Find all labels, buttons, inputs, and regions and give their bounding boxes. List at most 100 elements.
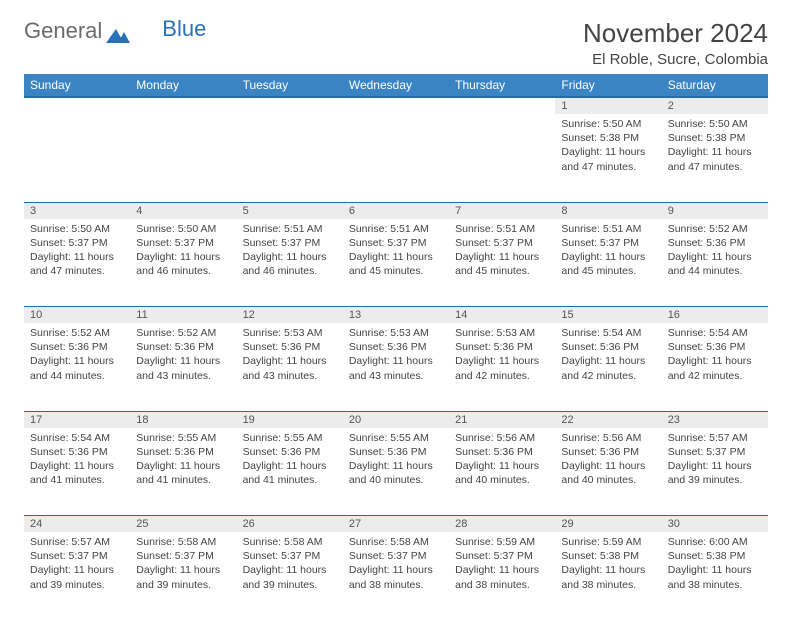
- day-number: 30: [662, 516, 768, 533]
- day-cell: Sunrise: 5:59 AMSunset: 5:38 PMDaylight:…: [555, 532, 661, 620]
- day-cell: Sunrise: 5:52 AMSunset: 5:36 PMDaylight:…: [662, 219, 768, 307]
- day-cell: Sunrise: 5:53 AMSunset: 5:36 PMDaylight:…: [343, 323, 449, 411]
- logo-triangle-icon: [106, 23, 130, 39]
- day-detail: Sunrise: 5:52 AMSunset: 5:36 PMDaylight:…: [662, 219, 768, 283]
- day-header: Saturday: [662, 74, 768, 97]
- day-number: 10: [24, 307, 130, 324]
- day-detail: Sunrise: 5:58 AMSunset: 5:37 PMDaylight:…: [343, 532, 449, 596]
- day-detail: Sunrise: 5:55 AMSunset: 5:36 PMDaylight:…: [130, 428, 236, 492]
- day-cell: [343, 114, 449, 202]
- day-detail-row: Sunrise: 5:57 AMSunset: 5:37 PMDaylight:…: [24, 532, 768, 620]
- day-number: 1: [555, 97, 661, 114]
- day-detail: Sunrise: 5:53 AMSunset: 5:36 PMDaylight:…: [343, 323, 449, 387]
- day-detail-row: Sunrise: 5:50 AMSunset: 5:38 PMDaylight:…: [24, 114, 768, 202]
- day-detail-row: Sunrise: 5:52 AMSunset: 5:36 PMDaylight:…: [24, 323, 768, 411]
- day-number: [449, 97, 555, 114]
- day-number: 28: [449, 516, 555, 533]
- day-detail: Sunrise: 5:55 AMSunset: 5:36 PMDaylight:…: [237, 428, 343, 492]
- day-cell: Sunrise: 5:55 AMSunset: 5:36 PMDaylight:…: [130, 428, 236, 516]
- day-number-row: 12: [24, 97, 768, 114]
- day-number: 6: [343, 202, 449, 219]
- day-header: Monday: [130, 74, 236, 97]
- day-cell: Sunrise: 5:51 AMSunset: 5:37 PMDaylight:…: [237, 219, 343, 307]
- month-title: November 2024: [583, 18, 768, 49]
- day-cell: Sunrise: 5:51 AMSunset: 5:37 PMDaylight:…: [449, 219, 555, 307]
- day-detail: Sunrise: 6:00 AMSunset: 5:38 PMDaylight:…: [662, 532, 768, 596]
- day-detail: Sunrise: 5:54 AMSunset: 5:36 PMDaylight:…: [555, 323, 661, 387]
- day-cell: Sunrise: 5:56 AMSunset: 5:36 PMDaylight:…: [555, 428, 661, 516]
- day-detail: Sunrise: 5:50 AMSunset: 5:38 PMDaylight:…: [662, 114, 768, 178]
- day-number: 20: [343, 411, 449, 428]
- day-number: 29: [555, 516, 661, 533]
- day-cell: Sunrise: 5:56 AMSunset: 5:36 PMDaylight:…: [449, 428, 555, 516]
- day-cell: [449, 114, 555, 202]
- day-cell: Sunrise: 5:55 AMSunset: 5:36 PMDaylight:…: [237, 428, 343, 516]
- day-cell: Sunrise: 5:52 AMSunset: 5:36 PMDaylight:…: [24, 323, 130, 411]
- day-detail: Sunrise: 5:52 AMSunset: 5:36 PMDaylight:…: [24, 323, 130, 387]
- day-number: 27: [343, 516, 449, 533]
- logo: General Blue: [24, 18, 206, 44]
- day-cell: Sunrise: 6:00 AMSunset: 5:38 PMDaylight:…: [662, 532, 768, 620]
- day-detail: Sunrise: 5:58 AMSunset: 5:37 PMDaylight:…: [237, 532, 343, 596]
- day-cell: Sunrise: 5:58 AMSunset: 5:37 PMDaylight:…: [343, 532, 449, 620]
- day-number: 21: [449, 411, 555, 428]
- day-number: 18: [130, 411, 236, 428]
- header: General Blue November 2024 El Roble, Suc…: [24, 18, 768, 68]
- day-detail: Sunrise: 5:54 AMSunset: 5:36 PMDaylight:…: [24, 428, 130, 492]
- day-number: 26: [237, 516, 343, 533]
- day-cell: [237, 114, 343, 202]
- day-number: 8: [555, 202, 661, 219]
- calendar-table: SundayMondayTuesdayWednesdayThursdayFrid…: [24, 74, 768, 620]
- day-header-row: SundayMondayTuesdayWednesdayThursdayFrid…: [24, 74, 768, 97]
- day-number: 14: [449, 307, 555, 324]
- day-number-row: 24252627282930: [24, 516, 768, 533]
- day-number: 4: [130, 202, 236, 219]
- day-detail: Sunrise: 5:56 AMSunset: 5:36 PMDaylight:…: [555, 428, 661, 492]
- day-number: 2: [662, 97, 768, 114]
- day-detail: Sunrise: 5:50 AMSunset: 5:37 PMDaylight:…: [130, 219, 236, 283]
- day-detail: Sunrise: 5:57 AMSunset: 5:37 PMDaylight:…: [24, 532, 130, 596]
- day-header: Friday: [555, 74, 661, 97]
- day-cell: [24, 114, 130, 202]
- day-cell: Sunrise: 5:57 AMSunset: 5:37 PMDaylight:…: [662, 428, 768, 516]
- day-cell: Sunrise: 5:57 AMSunset: 5:37 PMDaylight:…: [24, 532, 130, 620]
- location: El Roble, Sucre, Colombia: [583, 51, 768, 68]
- day-cell: Sunrise: 5:54 AMSunset: 5:36 PMDaylight:…: [662, 323, 768, 411]
- day-cell: Sunrise: 5:53 AMSunset: 5:36 PMDaylight:…: [237, 323, 343, 411]
- day-number: 7: [449, 202, 555, 219]
- day-detail: Sunrise: 5:56 AMSunset: 5:36 PMDaylight:…: [449, 428, 555, 492]
- day-detail: Sunrise: 5:57 AMSunset: 5:37 PMDaylight:…: [662, 428, 768, 492]
- day-detail: Sunrise: 5:55 AMSunset: 5:36 PMDaylight:…: [343, 428, 449, 492]
- day-number: 25: [130, 516, 236, 533]
- day-number: 15: [555, 307, 661, 324]
- day-header: Thursday: [449, 74, 555, 97]
- day-number: 19: [237, 411, 343, 428]
- day-header: Tuesday: [237, 74, 343, 97]
- day-cell: Sunrise: 5:50 AMSunset: 5:38 PMDaylight:…: [662, 114, 768, 202]
- day-cell: Sunrise: 5:51 AMSunset: 5:37 PMDaylight:…: [343, 219, 449, 307]
- title-block: November 2024 El Roble, Sucre, Colombia: [583, 18, 768, 68]
- day-number: 16: [662, 307, 768, 324]
- day-cell: Sunrise: 5:50 AMSunset: 5:37 PMDaylight:…: [130, 219, 236, 307]
- logo-text-blue: Blue: [162, 16, 206, 42]
- day-detail: Sunrise: 5:54 AMSunset: 5:36 PMDaylight:…: [662, 323, 768, 387]
- day-detail: Sunrise: 5:59 AMSunset: 5:37 PMDaylight:…: [449, 532, 555, 596]
- day-cell: Sunrise: 5:50 AMSunset: 5:37 PMDaylight:…: [24, 219, 130, 307]
- day-cell: Sunrise: 5:50 AMSunset: 5:38 PMDaylight:…: [555, 114, 661, 202]
- day-detail: Sunrise: 5:59 AMSunset: 5:38 PMDaylight:…: [555, 532, 661, 596]
- day-detail: Sunrise: 5:51 AMSunset: 5:37 PMDaylight:…: [555, 219, 661, 283]
- day-detail: Sunrise: 5:51 AMSunset: 5:37 PMDaylight:…: [237, 219, 343, 283]
- day-cell: Sunrise: 5:52 AMSunset: 5:36 PMDaylight:…: [130, 323, 236, 411]
- day-cell: Sunrise: 5:54 AMSunset: 5:36 PMDaylight:…: [555, 323, 661, 411]
- day-cell: Sunrise: 5:51 AMSunset: 5:37 PMDaylight:…: [555, 219, 661, 307]
- day-cell: Sunrise: 5:53 AMSunset: 5:36 PMDaylight:…: [449, 323, 555, 411]
- day-detail: Sunrise: 5:51 AMSunset: 5:37 PMDaylight:…: [343, 219, 449, 283]
- day-number: 3: [24, 202, 130, 219]
- day-number: 11: [130, 307, 236, 324]
- day-detail: Sunrise: 5:53 AMSunset: 5:36 PMDaylight:…: [237, 323, 343, 387]
- day-detail-row: Sunrise: 5:50 AMSunset: 5:37 PMDaylight:…: [24, 219, 768, 307]
- day-cell: Sunrise: 5:54 AMSunset: 5:36 PMDaylight:…: [24, 428, 130, 516]
- day-number: 5: [237, 202, 343, 219]
- day-cell: Sunrise: 5:59 AMSunset: 5:37 PMDaylight:…: [449, 532, 555, 620]
- day-number: 23: [662, 411, 768, 428]
